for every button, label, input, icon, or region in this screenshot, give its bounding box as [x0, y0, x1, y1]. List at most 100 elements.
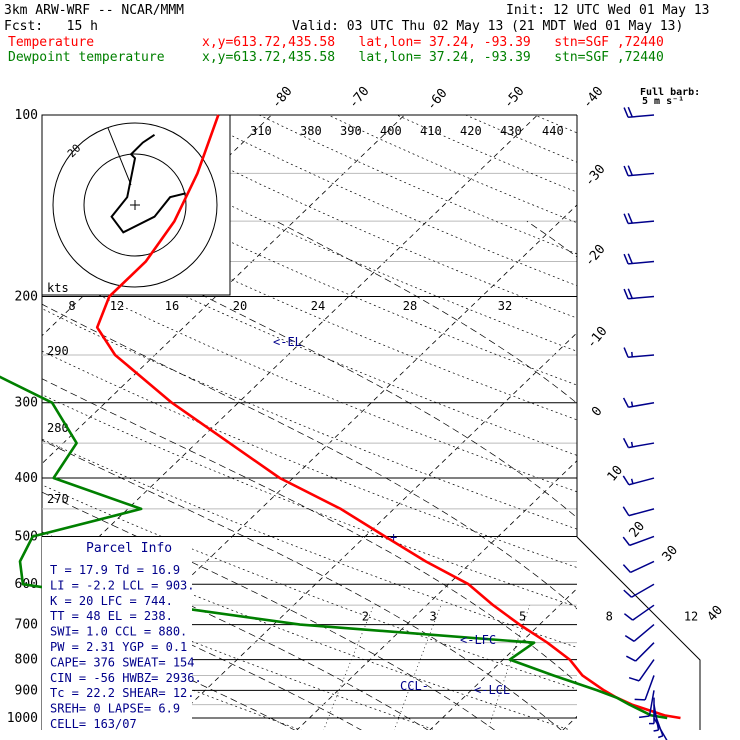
moist-adiabat-line	[42, 303, 577, 610]
isotherm-label: 30	[660, 543, 682, 565]
isotherm-label: -10	[584, 324, 611, 352]
pressure-tick-label: 300	[15, 396, 38, 411]
theta-label: 380	[300, 124, 322, 138]
sounding-profiles: <-EL <-LFC <-LCL CCL- +	[0, 114, 681, 720]
wind-barb-full	[627, 288, 633, 299]
theta-label: 400	[380, 124, 402, 138]
wind-barb-staff	[628, 442, 655, 449]
wind-barb-full	[623, 253, 629, 265]
wind-barb-full	[625, 655, 636, 662]
hodograph-speed-label: 24	[311, 299, 325, 313]
wind-legend-title: Full barb:	[640, 87, 700, 98]
mixing-ratio-line	[323, 605, 375, 730]
parcel-marker: +	[390, 530, 397, 544]
wind-barb-staff	[648, 690, 655, 717]
wind-barb	[622, 535, 655, 547]
parcel-info-title: Parcel Info	[86, 541, 172, 556]
isotherm-label: 20	[627, 519, 649, 541]
el-label: <-EL	[273, 335, 302, 349]
wind-barb-full	[627, 165, 633, 176]
dewpoint-legend: Dewpoint temperature	[8, 50, 165, 65]
wind-barbs: Full barb:5 m s⁻¹	[622, 87, 700, 740]
isotherm-label: -40	[580, 84, 607, 112]
wind-barb-staff	[633, 624, 655, 642]
wind-barb-full	[622, 506, 630, 517]
parcel-info-row: T = 17.9 Td = 16.9	[50, 563, 180, 577]
wind-barb-staff	[631, 583, 655, 598]
wind-barb-staff	[628, 172, 655, 177]
wind-barb-full	[627, 106, 633, 118]
moist-adiabat-line	[42, 378, 577, 684]
theta-label: 390	[340, 124, 362, 138]
dry-adiabat-line	[672, 115, 740, 731]
isotherm-line	[42, 115, 405, 465]
parcel-info-row: Tc = 22.2 SHEAR= 12.	[50, 686, 195, 700]
isotherm-line	[0, 115, 6, 731]
wind-barb	[623, 213, 655, 225]
wind-barb-staff	[635, 642, 655, 662]
mixing-ratio-label: 8	[606, 610, 613, 624]
isotherm-label: -60	[424, 86, 451, 114]
storm-motion-vector	[107, 127, 132, 186]
isotherm-line	[163, 332, 577, 730]
lcl-label: <-LCL	[474, 683, 510, 697]
wind-barb-full	[623, 165, 629, 176]
wind-barb-full	[624, 635, 635, 642]
parcel-info-row: SWI= 1.0 CCL = 880.	[50, 625, 187, 639]
wind-barb	[622, 397, 655, 408]
wind-barb	[623, 165, 655, 177]
wind-barb-full	[638, 715, 650, 719]
isotherm-line	[429, 588, 577, 730]
wind-barb	[623, 288, 655, 300]
pressure-tick-label: 400	[15, 471, 38, 486]
pressure-tick-label: 500	[15, 529, 38, 544]
wind-barb	[622, 560, 655, 574]
parcel-info-row: TT = 48 EL = 238.	[50, 609, 173, 623]
parcel-info-background	[42, 537, 192, 730]
wind-barb-staff	[644, 675, 655, 701]
dry-adiabat-line	[42, 484, 577, 690]
wind-barb-full	[623, 613, 634, 621]
wind-barb-half	[653, 729, 659, 732]
wind-barb-full	[623, 589, 632, 598]
isotherm-label: -70	[346, 84, 373, 112]
moist-adiabat-line	[42, 439, 562, 730]
theta-label: 410	[420, 124, 442, 138]
model-title: 3km ARW-WRF -- NCAR/MMM	[4, 3, 185, 18]
dry-adiabat-line	[603, 115, 740, 731]
wind-barb	[623, 106, 655, 119]
dewpoint-profile	[0, 375, 668, 720]
dry-adiabat-line	[42, 438, 577, 648]
wind-barb	[623, 583, 655, 598]
wind-barb-staff	[653, 704, 660, 731]
theta-label: 420	[460, 124, 482, 138]
wind-barb-full	[622, 536, 631, 546]
wind-barb-full	[623, 347, 629, 358]
hodograph-speed-label: 8	[68, 299, 75, 313]
theta-label: 310	[250, 124, 272, 138]
wind-barb	[623, 347, 655, 358]
mixing-ratio-label: 12	[684, 610, 698, 624]
wind-barb-staff	[628, 114, 655, 119]
wind-barb-full	[622, 397, 630, 408]
isotherm-label: -30	[582, 162, 609, 190]
valid-time: Valid: 03 UTC Thu 02 May 13 (21 MDT Wed …	[292, 19, 684, 34]
wind-barb-half	[630, 401, 634, 407]
wind-barb-full	[623, 288, 629, 300]
wind-barb	[634, 675, 655, 701]
parcel-info-row: LI = -2.2 LCL = 903.	[50, 578, 195, 592]
wind-barb	[622, 437, 655, 449]
wind-barb	[622, 506, 655, 517]
wind-barb-full	[622, 437, 630, 448]
wind-barb-staff	[628, 477, 655, 486]
wind-barb-full	[623, 213, 629, 224]
wind-barb	[653, 704, 660, 732]
wind-barb-staff	[630, 560, 655, 574]
mixing-ratio-label: 3	[429, 610, 436, 624]
hodograph-speed-label: 32	[498, 299, 512, 313]
wind-barb-full	[627, 253, 633, 264]
moist-adiabat-line	[42, 491, 496, 730]
mixing-ratio-label: 5	[519, 610, 526, 624]
